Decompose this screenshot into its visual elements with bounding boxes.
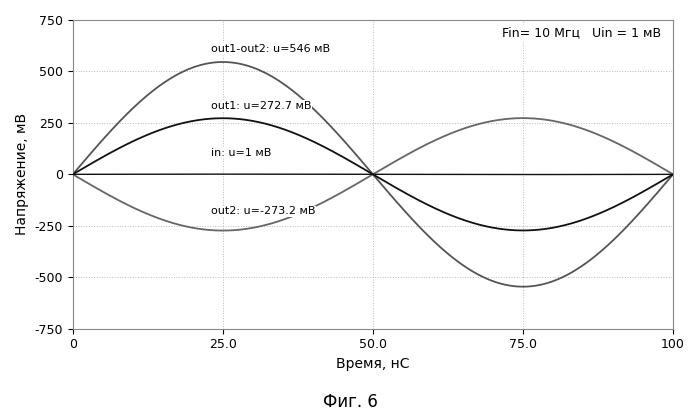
Text: out1-out2: u=546 мВ: out1-out2: u=546 мВ bbox=[211, 44, 330, 54]
Text: in: u=1 мВ: in: u=1 мВ bbox=[211, 148, 271, 158]
Text: Фиг. 6: Фиг. 6 bbox=[323, 393, 377, 411]
X-axis label: Время, нС: Время, нС bbox=[336, 357, 410, 371]
Text: out1: u=272.7 мВ: out1: u=272.7 мВ bbox=[211, 101, 312, 111]
Text: Fin= 10 Мгц   Uin = 1 мВ: Fin= 10 Мгц Uin = 1 мВ bbox=[502, 26, 661, 39]
Text: out2: u=-273.2 мВ: out2: u=-273.2 мВ bbox=[211, 207, 315, 217]
Y-axis label: Напряжение, мВ: Напряжение, мВ bbox=[15, 113, 29, 235]
